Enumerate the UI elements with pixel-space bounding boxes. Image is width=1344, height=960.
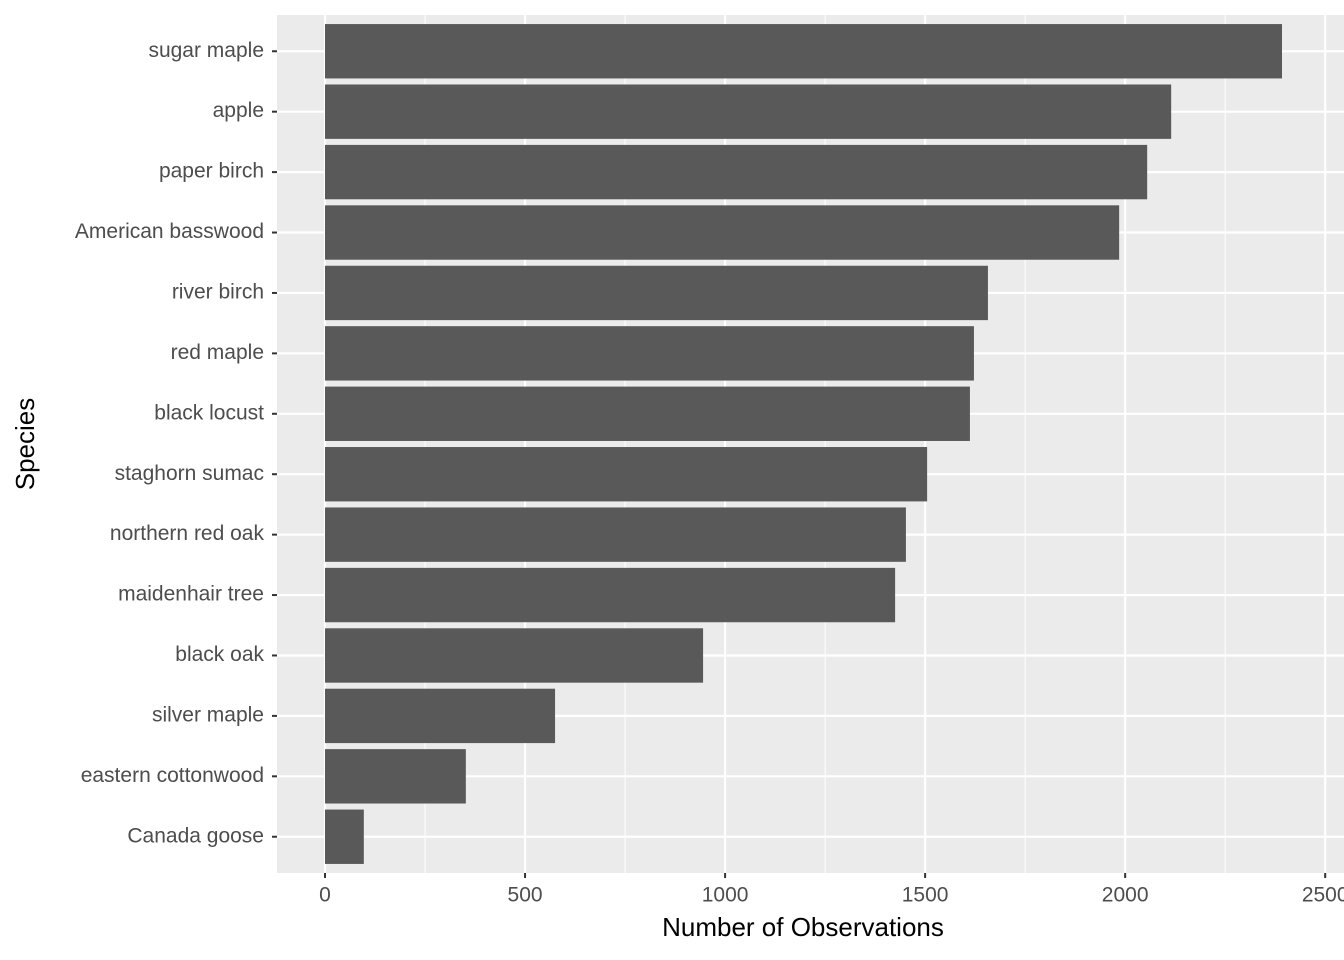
- bar: [325, 749, 466, 804]
- x-tick-label: 500: [508, 884, 543, 907]
- panel-background: [277, 15, 1344, 873]
- bar: [325, 205, 1120, 260]
- y-tick-label: silver maple: [152, 703, 264, 726]
- y-tick-label: northern red oak: [110, 522, 265, 545]
- y-tick-label: black locust: [154, 401, 264, 424]
- y-tick-label: American basswood: [75, 220, 264, 243]
- x-tick-label: 0: [319, 884, 331, 907]
- x-tick-label: 1500: [902, 884, 949, 907]
- bar: [325, 567, 896, 623]
- y-tick-label: river birch: [172, 280, 264, 303]
- bar: [325, 688, 556, 744]
- bar: [325, 507, 906, 562]
- x-axis-title: Number of Observations: [662, 912, 944, 942]
- bar: [325, 326, 974, 381]
- bar: [325, 447, 928, 502]
- y-tick-label: red maple: [171, 341, 264, 364]
- bars: [325, 24, 1282, 864]
- bar: [325, 386, 970, 441]
- x-tick-label: 1000: [702, 884, 749, 907]
- bar: [325, 628, 704, 683]
- y-tick-label: apple: [213, 99, 264, 122]
- bar: [325, 144, 1148, 200]
- bar: [325, 809, 364, 864]
- y-tick-label: staghorn sumac: [115, 462, 264, 485]
- x-tick-label: 2000: [1102, 884, 1149, 907]
- y-tick-label: sugar maple: [148, 39, 264, 62]
- y-tick-label: maidenhair tree: [118, 583, 264, 606]
- y-tick-label: eastern cottonwood: [81, 764, 264, 787]
- y-tick-label: paper birch: [159, 160, 264, 183]
- y-axis-title: Species: [10, 398, 40, 491]
- bar: [325, 265, 988, 321]
- x-tick-label: 2500: [1302, 884, 1344, 907]
- y-tick-label: Canada goose: [127, 824, 264, 847]
- bar: [325, 24, 1282, 79]
- bar: [325, 84, 1172, 139]
- y-tick-label: black oak: [175, 643, 264, 666]
